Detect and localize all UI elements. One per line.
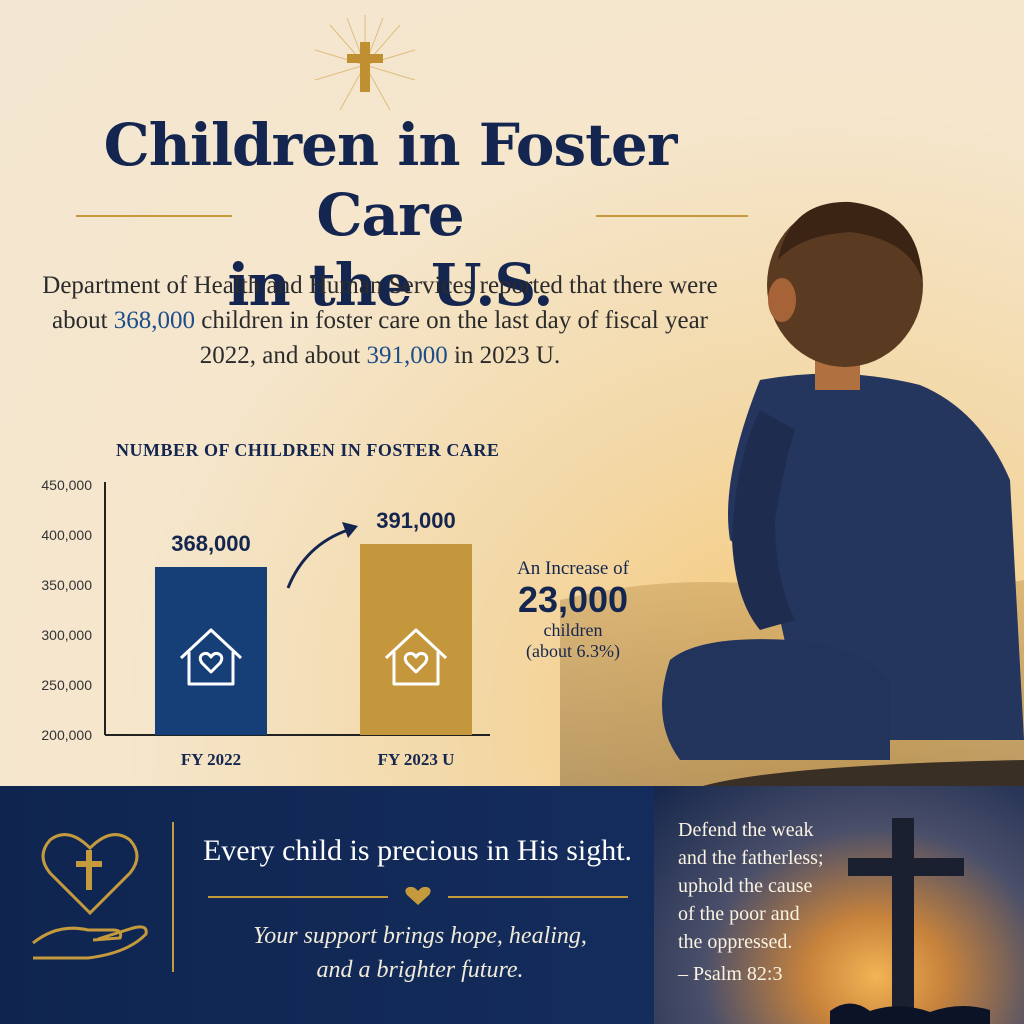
wooden-cross-icon xyxy=(830,818,990,1024)
bar-chart: 200,000 250,000 300,000 350,000 400,000 450,0… xyxy=(41,477,490,769)
title-rule-left xyxy=(76,215,232,217)
bar-value-label: 391,000 xyxy=(376,508,456,533)
verse-citation: – Psalm 82:3 xyxy=(678,963,783,985)
verse-line-3: uphold the cause xyxy=(678,875,813,897)
page-title: Children in Foster Care in the U.S. xyxy=(40,110,740,320)
verse-line-4: of the poor and xyxy=(678,903,800,925)
increase-arrow-icon xyxy=(286,528,349,589)
y-tick-label: 350,000 xyxy=(41,577,92,593)
y-tick-label: 200,000 xyxy=(41,727,92,743)
title-rule-right xyxy=(596,215,748,217)
increase-value: 23,000 xyxy=(517,579,629,620)
increase-callout: An Increase of 23,000 children (about 6.… xyxy=(498,558,648,662)
heart-cross-hand-icon xyxy=(32,833,148,960)
bar-value-label: 368,000 xyxy=(171,531,251,556)
intro-number-2023: 391,000 xyxy=(366,342,448,369)
sunset-sky-background xyxy=(654,786,1024,1024)
y-tick-label: 300,000 xyxy=(41,627,92,643)
banner-headline: Every child is precious in His sight. xyxy=(202,834,633,867)
y-tick-label: 400,000 xyxy=(41,527,92,543)
increase-unit: children xyxy=(543,620,603,640)
verse-line-5: the oppressed. xyxy=(678,931,793,953)
title-line-1: Children in Foster Care xyxy=(103,111,678,249)
verse-line-2: and the fatherless; xyxy=(678,847,824,869)
house-heart-icon xyxy=(384,628,448,686)
banner-subtext-line-2: and a brighter future. xyxy=(316,957,524,983)
bar-category-label: FY 2022 xyxy=(181,750,241,769)
increase-prefix: An Increase of xyxy=(517,558,629,579)
heart-divider-icon xyxy=(208,887,628,905)
bar xyxy=(155,567,267,735)
radiant-cross-icon xyxy=(314,15,416,111)
bar-category-label: FY 2023 U xyxy=(378,750,455,769)
y-axis-ticks: 200,000 250,000 300,000 350,000 400,000 450,0… xyxy=(41,477,92,743)
house-heart-icon xyxy=(179,628,243,686)
banner-subtext: Your support brings hope, healing, and a… xyxy=(200,919,640,987)
bottom-banner: Every child is precious in His sight. Yo… xyxy=(0,786,1024,1024)
intro-text-1: Department of Health and Human Services … xyxy=(42,272,718,334)
intro-text-2: children in foster care on the last day … xyxy=(195,307,709,369)
title-line-2: in the U.S. xyxy=(227,251,554,319)
y-tick-label: 450,000 xyxy=(41,477,92,493)
bars-group: 368,000 FY 2022 391,000 FY 2023 U xyxy=(155,508,472,769)
y-tick-label: 250,000 xyxy=(41,677,92,693)
banner-subtext-line-1: Your support brings hope, healing, xyxy=(253,923,587,949)
verse-line-1: Defend the weak xyxy=(678,819,814,841)
chart-title: NUMBER OF CHILDREN IN FOSTER CARE xyxy=(116,440,500,460)
intro-number-2022: 368,000 xyxy=(113,307,196,334)
intro-paragraph: Department of Health and Human Services … xyxy=(40,268,720,373)
increase-arrowhead-icon xyxy=(342,522,358,538)
increase-percent: (about 6.3%) xyxy=(526,641,620,661)
boy-silhouette-illustration xyxy=(560,201,1024,790)
bar xyxy=(360,544,472,735)
bible-verse: Defend the weak and the fatherless; upho… xyxy=(678,816,853,988)
intro-text-3: in 2023 U. xyxy=(447,342,561,369)
banner-divider xyxy=(172,822,174,972)
